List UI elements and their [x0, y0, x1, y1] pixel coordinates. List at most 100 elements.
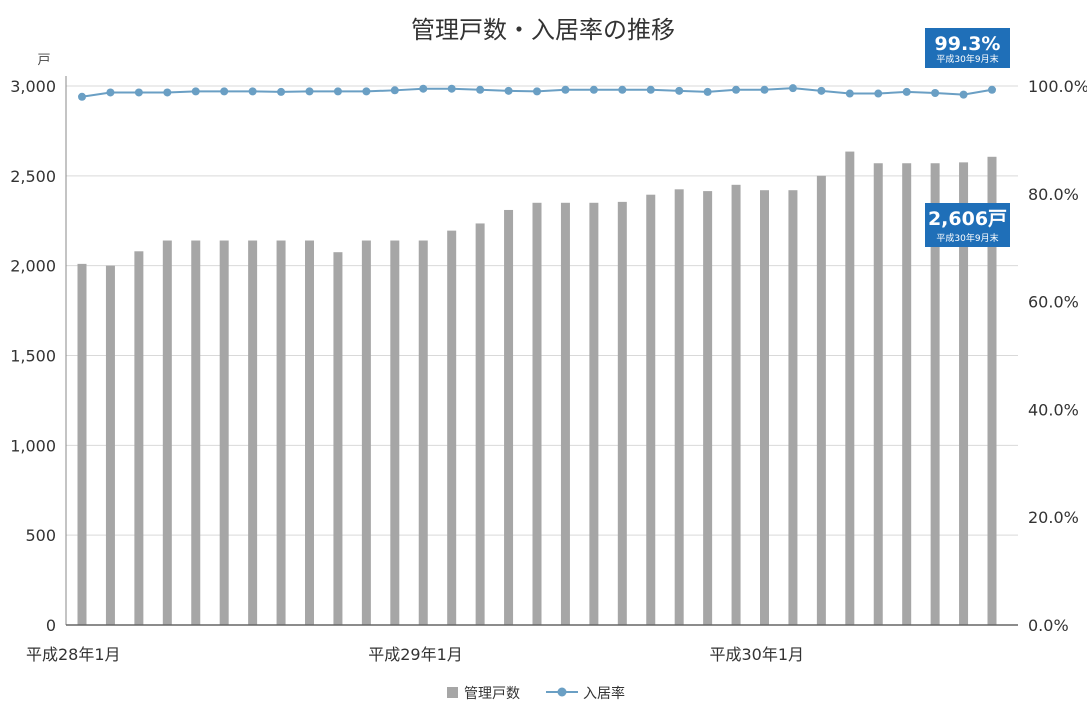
- bar: [703, 191, 713, 626]
- line-point: [220, 87, 229, 96]
- bar: [105, 265, 115, 625]
- callout-value: 2,606戸: [928, 208, 1007, 230]
- line-point: [277, 87, 286, 96]
- line-point: [959, 90, 968, 99]
- line-point: [419, 84, 428, 93]
- bar: [418, 240, 428, 625]
- line-point: [134, 88, 143, 97]
- callout-note: 平成30年9月末: [936, 53, 998, 65]
- callout-note: 平成30年9月末: [936, 232, 998, 244]
- y-right-tick-label: 100.0%: [1028, 77, 1087, 96]
- line-point: [533, 87, 541, 96]
- line-point: [988, 85, 996, 94]
- bar: [760, 190, 769, 625]
- bar: [902, 163, 912, 626]
- bar: [560, 202, 570, 626]
- bar: [532, 202, 542, 626]
- bar: [276, 240, 286, 625]
- bar: [617, 201, 627, 625]
- bar: [504, 209, 514, 625]
- bar: [162, 240, 172, 625]
- bar: [731, 184, 741, 626]
- line-point: [618, 85, 627, 94]
- line-point: [191, 87, 200, 96]
- bar: [816, 175, 826, 626]
- line-point: [163, 88, 172, 97]
- y-right-tick-label: 60.0%: [1028, 293, 1079, 312]
- line-point: [646, 85, 655, 94]
- line-point: [732, 85, 741, 94]
- y-left-tick-label: 500: [25, 526, 56, 545]
- bar: [248, 240, 258, 625]
- line-point: [476, 85, 485, 94]
- line-point: [845, 89, 854, 98]
- bar: [845, 151, 855, 625]
- bar: [305, 240, 314, 625]
- bar: [646, 194, 656, 625]
- line-point: [902, 87, 911, 96]
- bar: [930, 163, 940, 626]
- x-tick-label: 平成30年1月: [710, 645, 805, 664]
- bar: [134, 251, 144, 625]
- callout-value: 99.3%: [935, 33, 1001, 55]
- line-point: [760, 85, 769, 94]
- legend-line-marker: [557, 687, 567, 697]
- line-point: [78, 92, 86, 101]
- x-tick-label: 平成28年1月: [26, 645, 121, 664]
- line-point: [248, 87, 257, 96]
- y-left-tick-label: 1,500: [10, 347, 56, 366]
- line-point: [305, 87, 314, 96]
- line-point: [561, 85, 570, 94]
- axis-layer: 0 500 1,000 1,500 2,000 2,500 3,000 0.0% 20.0% 40…: [10, 76, 1087, 664]
- legend: 管理戸数 入居率: [447, 685, 625, 702]
- line-point: [106, 88, 115, 97]
- line-point: [931, 89, 940, 98]
- line-point: [589, 85, 598, 94]
- y-right-tick-label: 20.0%: [1028, 508, 1079, 527]
- line-point: [390, 86, 399, 95]
- callout-box: [925, 28, 1010, 68]
- bar: [987, 156, 997, 625]
- y-left-tick-label: 2,500: [10, 167, 56, 186]
- y-right-tick-label: 0.0%: [1028, 616, 1069, 635]
- line-point: [362, 87, 371, 96]
- legend-label: 管理戸数: [464, 686, 520, 702]
- line-point: [675, 86, 684, 95]
- bar: [873, 163, 883, 626]
- x-tick-label: 平成29年1月: [368, 645, 463, 664]
- y-right-tick-label: 40.0%: [1028, 400, 1079, 419]
- callout-box: [925, 203, 1010, 247]
- bar: [219, 240, 229, 625]
- bar-layer: [77, 151, 997, 626]
- bar: [959, 162, 969, 625]
- bar: [674, 189, 684, 625]
- left-axis-unit: 戸: [37, 53, 50, 68]
- legend-label: 入居率: [583, 685, 625, 702]
- y-left-tick-label: 0: [46, 616, 56, 635]
- bar: [589, 202, 599, 626]
- line-point: [817, 86, 826, 95]
- line-layer: [78, 84, 996, 101]
- y-right-tick-label: 80.0%: [1028, 185, 1079, 204]
- line-point: [788, 84, 797, 93]
- line-point: [504, 86, 513, 95]
- bar: [191, 240, 201, 625]
- y-left-tick-label: 3,000: [10, 77, 56, 96]
- bar: [475, 223, 485, 625]
- bar: [333, 252, 343, 626]
- bar: [77, 263, 87, 625]
- bar: [361, 240, 371, 625]
- bar: [788, 190, 798, 625]
- y-left-tick-label: 1,000: [10, 436, 56, 455]
- line-point: [333, 87, 342, 96]
- bar: [447, 230, 457, 626]
- line-point: [874, 89, 883, 98]
- line-point: [703, 87, 712, 96]
- chart-title: 管理戸数・入居率の推移: [411, 16, 675, 44]
- bar: [390, 240, 400, 625]
- y-left-tick-label: 2,000: [10, 257, 56, 276]
- legend-bar-swatch: [447, 687, 458, 698]
